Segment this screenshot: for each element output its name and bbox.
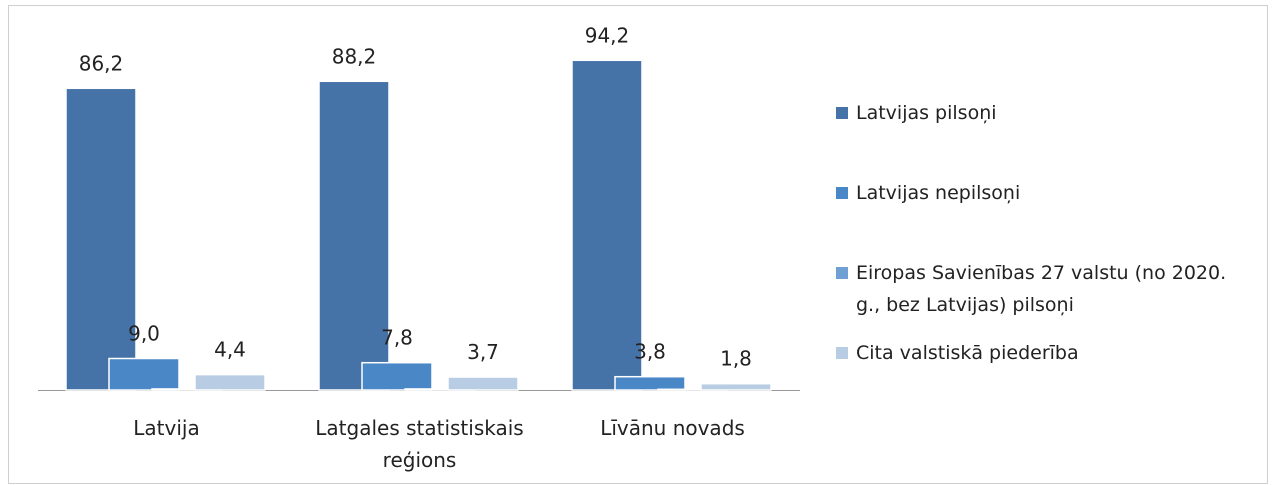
value-label: 9,0 — [128, 322, 160, 346]
value-label: 3,7 — [467, 340, 499, 364]
bar — [108, 357, 180, 391]
bar — [447, 376, 519, 391]
bar — [65, 87, 137, 391]
x-tick-label: Latvija — [133, 416, 200, 440]
value-label: 7,8 — [381, 326, 413, 350]
value-label: 4,4 — [214, 338, 246, 362]
legend-item: Latvijas nepilsoņi — [836, 177, 1256, 209]
legend-label: Latvijas nepilsoņi — [856, 182, 1021, 204]
legend-item: Latvijas pilsoņi — [836, 97, 1256, 129]
bar — [571, 59, 643, 391]
legend-item: Cita valstiskā piederība — [836, 337, 1256, 369]
legend-label: Latvijas pilsoņi — [856, 102, 997, 124]
legend-label: Eiropas Savienības 27 valstu (no 2020. g… — [856, 262, 1227, 316]
value-label: 94,2 — [585, 23, 630, 47]
legend-label: Cita valstiskā piederība — [856, 342, 1079, 364]
x-tick-label: Latgales statistiskais reģions — [315, 416, 524, 472]
bar — [700, 382, 772, 391]
bar — [614, 375, 686, 391]
legend-swatch — [836, 187, 848, 199]
legend-swatch — [836, 347, 848, 359]
value-label: 88,2 — [332, 44, 377, 68]
legend-swatch — [836, 107, 848, 119]
value-label: 3,8 — [634, 340, 666, 364]
x-tick-label: Līvānu novads — [600, 416, 745, 440]
value-label: 1,8 — [720, 347, 752, 371]
bar — [318, 80, 390, 391]
bar — [194, 373, 266, 391]
legend-swatch — [836, 267, 848, 279]
frame — [8, 5, 1268, 484]
bar — [361, 361, 433, 391]
value-label: 86,2 — [79, 51, 124, 75]
legend-item: Eiropas Savienības 27 valstu (no 2020. g… — [836, 257, 1256, 321]
